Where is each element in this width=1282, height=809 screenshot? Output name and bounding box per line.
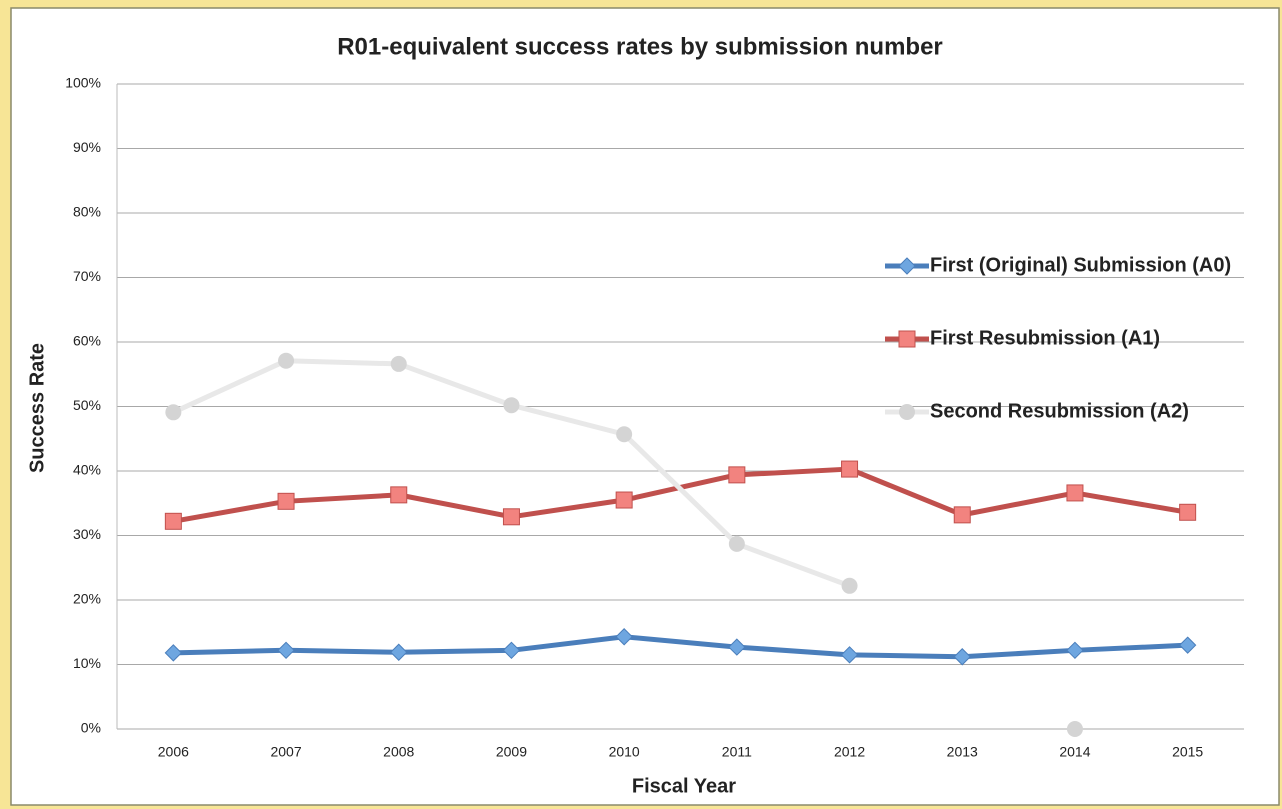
marker (953, 648, 971, 666)
x-tick-label: 2014 (1059, 744, 1090, 760)
y-tick-label: 90% (73, 139, 101, 155)
y-tick-label: 30% (73, 526, 101, 542)
x-tick-label: 2009 (496, 744, 527, 760)
marker (899, 404, 915, 420)
y-tick-label: 60% (73, 333, 101, 349)
marker (1179, 503, 1197, 521)
marker (1066, 641, 1084, 660)
marker (616, 426, 633, 443)
marker (841, 577, 858, 594)
x-tick-label: 2013 (947, 744, 978, 760)
marker (390, 643, 408, 661)
legend-label: First Resubmission (A1) (930, 327, 1160, 349)
marker (728, 638, 746, 656)
y-tick-label: 20% (73, 591, 101, 607)
x-tick-label: 2007 (270, 744, 301, 760)
marker (898, 330, 916, 348)
series-line (173, 634, 1188, 660)
x-axis-label: Fiscal Year (632, 775, 736, 797)
x-tick-label: 2008 (383, 744, 414, 760)
marker (1066, 484, 1084, 502)
y-tick-label: 80% (73, 204, 101, 220)
marker (165, 404, 182, 421)
legend-label: First (Original) Submission (A0) (930, 254, 1231, 276)
y-tick-label: 0% (81, 720, 101, 736)
marker (164, 644, 183, 662)
y-tick-label: 40% (73, 462, 101, 478)
x-tick-label: 2012 (834, 744, 865, 760)
marker (840, 646, 859, 664)
marker (728, 466, 746, 484)
legend-label: Second Resubmission (A2) (930, 400, 1189, 422)
y-tick-label: 70% (73, 268, 101, 284)
marker (503, 397, 520, 414)
marker (390, 486, 408, 504)
x-tick-label: 2010 (609, 744, 640, 760)
marker (278, 352, 295, 369)
y-tick-label: 100% (65, 75, 101, 91)
x-tick-label: 2011 (722, 744, 752, 760)
x-tick-label: 2015 (1172, 744, 1203, 760)
marker (277, 641, 295, 660)
marker (164, 512, 182, 530)
marker (615, 628, 633, 646)
marker (615, 491, 633, 509)
y-tick-label: 50% (73, 397, 101, 413)
marker (841, 460, 859, 478)
marker (277, 492, 295, 510)
marker (898, 257, 916, 275)
marker (502, 641, 521, 660)
marker (728, 535, 745, 552)
x-tick-label: 2006 (158, 744, 189, 760)
marker (390, 355, 407, 372)
marker (1178, 636, 1197, 654)
marker (1066, 721, 1083, 737)
marker (953, 506, 971, 524)
y-axis-label: Success Rate (26, 343, 48, 473)
chart-title: R01-equivalent success rates by submissi… (337, 33, 943, 60)
y-tick-label: 10% (73, 655, 101, 671)
marker (502, 508, 520, 526)
